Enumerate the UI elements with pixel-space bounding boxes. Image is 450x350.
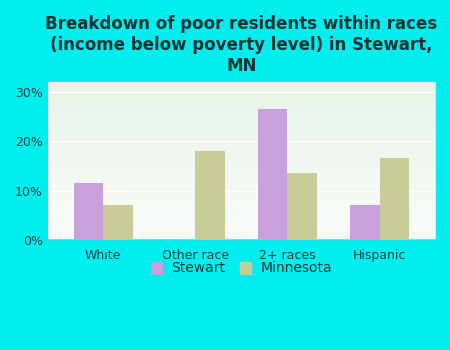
Bar (103, 205, 133, 240)
Bar (195, 151, 225, 240)
Bar (288, 173, 317, 240)
Bar (258, 109, 288, 240)
Bar (350, 205, 380, 240)
Bar (380, 159, 409, 240)
Title: Breakdown of poor residents within races
(income below poverty level) in Stewart: Breakdown of poor residents within races… (45, 15, 437, 75)
Legend: Stewart, Minnesota: Stewart, Minnesota (145, 256, 338, 281)
Bar (73, 183, 103, 240)
